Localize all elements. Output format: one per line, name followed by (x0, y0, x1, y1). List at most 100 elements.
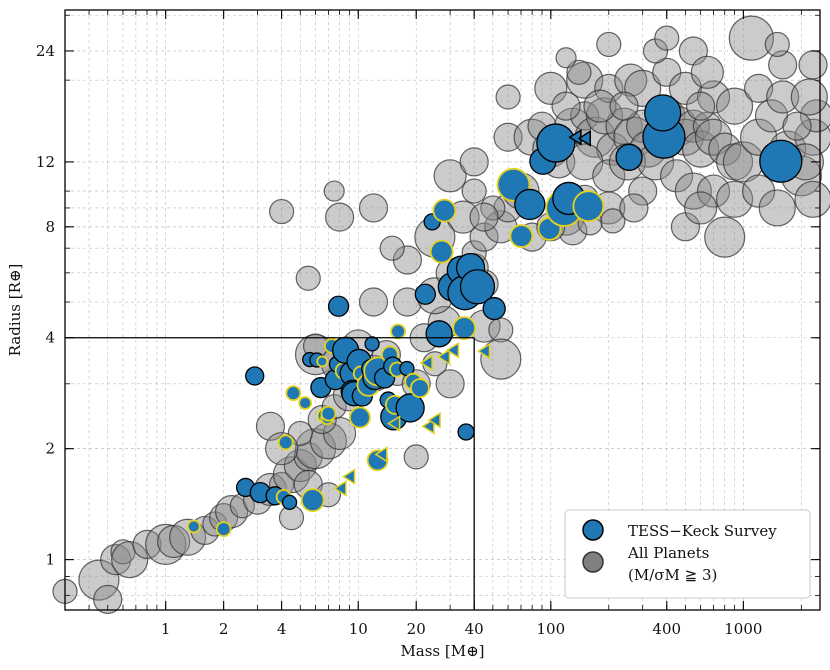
tks-point (281, 494, 298, 511)
tks-point (482, 296, 506, 321)
all-planet-point (798, 50, 828, 80)
y-tick-label: 2 (45, 440, 55, 458)
tks-point (395, 393, 425, 423)
y-tick-label: 12 (36, 153, 55, 171)
x-tick-label: 1000 (724, 620, 762, 638)
all-planet-point (295, 265, 321, 291)
all-planet-point (283, 448, 317, 483)
all-planet-point (619, 193, 649, 223)
all-planet-point (100, 544, 132, 576)
y-tick-label: 1 (45, 551, 55, 569)
y-tick-label: 24 (36, 42, 55, 60)
upper-limit-marker (427, 411, 441, 429)
legend-marker-all-planets (582, 551, 604, 573)
x-tick-label: 40 (465, 620, 484, 638)
all-planet-point (145, 523, 187, 565)
all-planet-point (435, 369, 465, 399)
all-planet-point (790, 78, 828, 116)
all-planet-point (495, 84, 521, 110)
tks-point (459, 269, 496, 305)
all-planet-point (583, 89, 617, 123)
all-planet-point (461, 178, 487, 204)
all-planet-point (480, 195, 506, 221)
all-planet-point (469, 202, 499, 232)
tks-point-highlighted (215, 521, 232, 538)
all-planet-point (659, 159, 694, 193)
upper-limit-marker (436, 348, 451, 366)
all-planet-point (358, 193, 389, 223)
all-planet-point (596, 31, 622, 58)
tks-point (457, 423, 475, 441)
all-planet-point (379, 235, 405, 261)
tks-point (364, 336, 380, 352)
legend-label-all-planets: All Planets (627, 544, 709, 562)
all-planet-point (132, 529, 162, 559)
tks-point-highlighted (298, 396, 313, 410)
all-planet-point (585, 97, 624, 135)
x-axis-title: Mass [M⊕] (400, 642, 484, 660)
legend-label-tks: TESS−Keck Survey (628, 522, 777, 540)
all-planet-point (93, 584, 123, 614)
all-planet-point (555, 47, 577, 69)
all-planet-point (764, 31, 790, 58)
legend-label-all-planets-note: (M/σM ≧ 3) (628, 566, 717, 584)
tks-point-highlighted (429, 239, 454, 264)
tks-point-highlighted (320, 405, 337, 422)
upper-limit-marker (419, 354, 433, 372)
all-planet-point (358, 287, 389, 317)
tks-point (759, 139, 803, 183)
all-planet-point (696, 174, 731, 208)
all-planet-point (768, 50, 798, 80)
tks-point-highlighted (277, 434, 294, 451)
all-planet-point (600, 208, 626, 234)
tks-point (615, 143, 643, 171)
all-planet-point (624, 69, 662, 107)
all-planet-point (459, 147, 489, 177)
all-planet-point (654, 25, 680, 51)
all-planet-point (758, 189, 796, 227)
upper-limit-marker (421, 417, 435, 435)
upper-limit-marker (476, 342, 491, 360)
tks-series (186, 94, 803, 538)
reference-lines (65, 337, 475, 610)
x-tick-label: 4 (277, 620, 287, 638)
all-planet-point (111, 541, 149, 579)
tks-point (536, 123, 576, 163)
tks-point (245, 366, 265, 386)
all-planet-point (715, 87, 754, 125)
all-planet-point (642, 38, 669, 64)
y-axis-title: Radius [R⊕] (6, 264, 24, 357)
all-planet-point (799, 99, 830, 133)
tks-point-highlighted (409, 378, 430, 399)
tks-point-highlighted (390, 323, 406, 340)
all-planet-point (78, 559, 120, 601)
tks-point (425, 320, 453, 348)
all-planet-point (488, 317, 514, 343)
y-tick-label: 8 (45, 218, 55, 236)
all-planet-point (433, 159, 467, 193)
all-planet-point (269, 198, 295, 225)
upper-limit-marker (374, 446, 388, 463)
all-planet-point (652, 57, 682, 87)
tks-point (514, 188, 546, 221)
x-tick-label: 20 (407, 620, 426, 638)
all-planet-point (684, 191, 718, 225)
all-planet-point (534, 71, 568, 105)
all-planet-point (704, 216, 746, 258)
all-planet-point (403, 444, 429, 470)
upper-limit-marker (341, 468, 356, 485)
tks-point-highlighted (349, 406, 371, 429)
legend-box (564, 509, 811, 599)
upper-limit-marker (577, 130, 591, 147)
upper-limit-marker (333, 480, 347, 497)
upper-limit-marker (445, 341, 460, 359)
tks-point-highlighted (186, 519, 201, 534)
all-planet-point (551, 91, 581, 121)
all-planet-point (324, 202, 355, 232)
all-planet-point (686, 91, 716, 121)
y-tick-label: 4 (45, 329, 55, 347)
all-planet-point (628, 176, 658, 206)
all-planet-point (728, 15, 774, 61)
all-planet-point (690, 55, 724, 89)
